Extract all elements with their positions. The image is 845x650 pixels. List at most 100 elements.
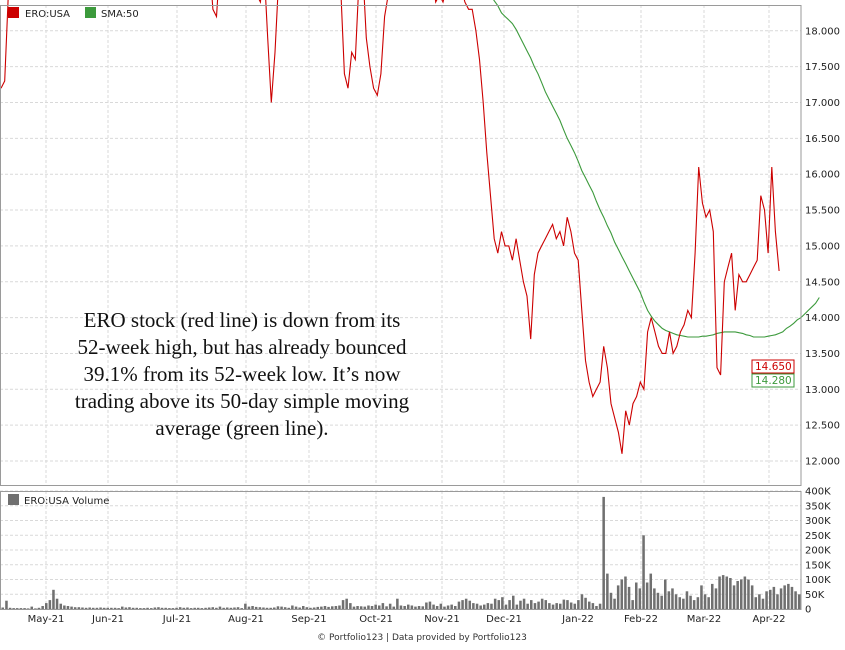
volume-bar (236, 607, 240, 609)
volume-bar (131, 607, 135, 609)
volume-bar (674, 594, 678, 610)
volume-bar (178, 607, 182, 609)
volume-bar (689, 595, 692, 609)
volume-bar (168, 608, 171, 609)
volume-bar (150, 608, 153, 609)
volume-bar (671, 588, 674, 609)
volume-bars (1, 496, 801, 610)
volume-bar (569, 602, 573, 609)
volume-bar (631, 600, 634, 609)
date-tick-label: Sep-21 (291, 614, 326, 625)
volume-bar (472, 603, 475, 609)
volume-legend: ERO:USA Volume (8, 494, 109, 507)
date-tick-label: Mar-22 (687, 614, 722, 625)
volume-bar (660, 595, 663, 609)
volume-bar (407, 604, 410, 609)
last-price-box (751, 359, 795, 374)
volume-bar (374, 604, 377, 609)
volume-bar (8, 607, 12, 609)
volume-bar (34, 608, 37, 609)
volume-bar (551, 604, 555, 609)
volume-bar (222, 607, 225, 609)
volume-tick-label: 250K (805, 531, 831, 542)
volume-bar (254, 606, 258, 609)
annotation-line: 39.1% from its 52-week low. It’s now (83, 362, 401, 386)
sma-line-layer (493, 0, 820, 338)
volume-bar (403, 606, 406, 609)
volume-bar (776, 594, 779, 610)
volume-bar (421, 606, 425, 609)
volume-tick-label: 0 (805, 605, 811, 616)
volume-bar (692, 600, 696, 609)
volume-bar (316, 606, 320, 609)
volume-bar (323, 606, 327, 609)
volume-bar (135, 607, 139, 609)
volume-bar (696, 597, 700, 609)
volume-bar (312, 607, 316, 609)
volume-bar (331, 606, 334, 609)
volume-bar (356, 606, 359, 609)
volume-bar (580, 594, 584, 610)
volume-bar (63, 605, 66, 609)
volume-bar (175, 607, 178, 609)
volume-bar (501, 597, 504, 609)
date-tick-label: May-21 (28, 614, 65, 625)
price-tick-label: 13.000 (805, 385, 840, 396)
price-legend-swatch (8, 7, 19, 18)
volume-bar (537, 601, 540, 609)
volume-bar (48, 600, 52, 609)
volume-bar (244, 603, 247, 609)
volume-bar (428, 601, 432, 609)
volume-bar (55, 598, 59, 609)
volume-bar (207, 607, 211, 609)
volume-bar (797, 594, 801, 610)
volume-bar (483, 604, 486, 609)
volume-bar (530, 600, 533, 609)
volume-bar (761, 598, 765, 609)
volume-bar (750, 585, 754, 609)
volume-bar (649, 573, 653, 609)
date-tick-label: Feb-22 (624, 614, 658, 625)
volume-bar (276, 606, 280, 609)
chart-frame (0, 5, 802, 610)
volume-bar (23, 608, 26, 609)
volume-bar (577, 600, 580, 609)
volume-bar (247, 606, 251, 609)
volume-bar (146, 607, 149, 609)
volume-bar (396, 598, 399, 609)
price-legend-label: ERO:USA (25, 9, 70, 20)
volume-bar (711, 583, 714, 609)
volume-bar (620, 579, 624, 609)
volume-bar (490, 603, 493, 609)
volume-bar (215, 607, 218, 609)
volume-bar (526, 603, 529, 609)
volume-bar (678, 597, 682, 609)
volume-bar (273, 607, 276, 609)
volume-bar (667, 591, 671, 609)
volume-bar (435, 606, 439, 609)
volume-bar (381, 603, 385, 609)
volume-bar (37, 607, 41, 609)
volume-bar (30, 606, 34, 609)
price-tick-label: 12.000 (805, 457, 840, 468)
volume-bar (88, 607, 91, 609)
date-tick-label: Jun-21 (91, 614, 124, 625)
volume-bar (334, 606, 338, 609)
footer-credit: © Portfolio123 | Data provided by Portfo… (317, 633, 527, 643)
volume-bar (269, 607, 272, 609)
price-panel-border (0, 5, 802, 486)
volume-bar (461, 600, 464, 609)
price-tick-label: 14.500 (805, 277, 840, 288)
volume-bar (653, 588, 656, 609)
volume-bar (385, 606, 388, 609)
volume-bar (758, 594, 761, 610)
volume-bar (45, 603, 48, 609)
volume-tick-label: 150K (805, 560, 831, 571)
volume-bar (588, 601, 591, 609)
volume-bar (598, 603, 602, 609)
volume-legend-swatch (8, 494, 19, 505)
last-sma-tag: 14.280 (751, 373, 795, 388)
volume-panel-border (0, 491, 802, 610)
volume-bar (417, 606, 421, 609)
volume-bar (218, 606, 222, 609)
